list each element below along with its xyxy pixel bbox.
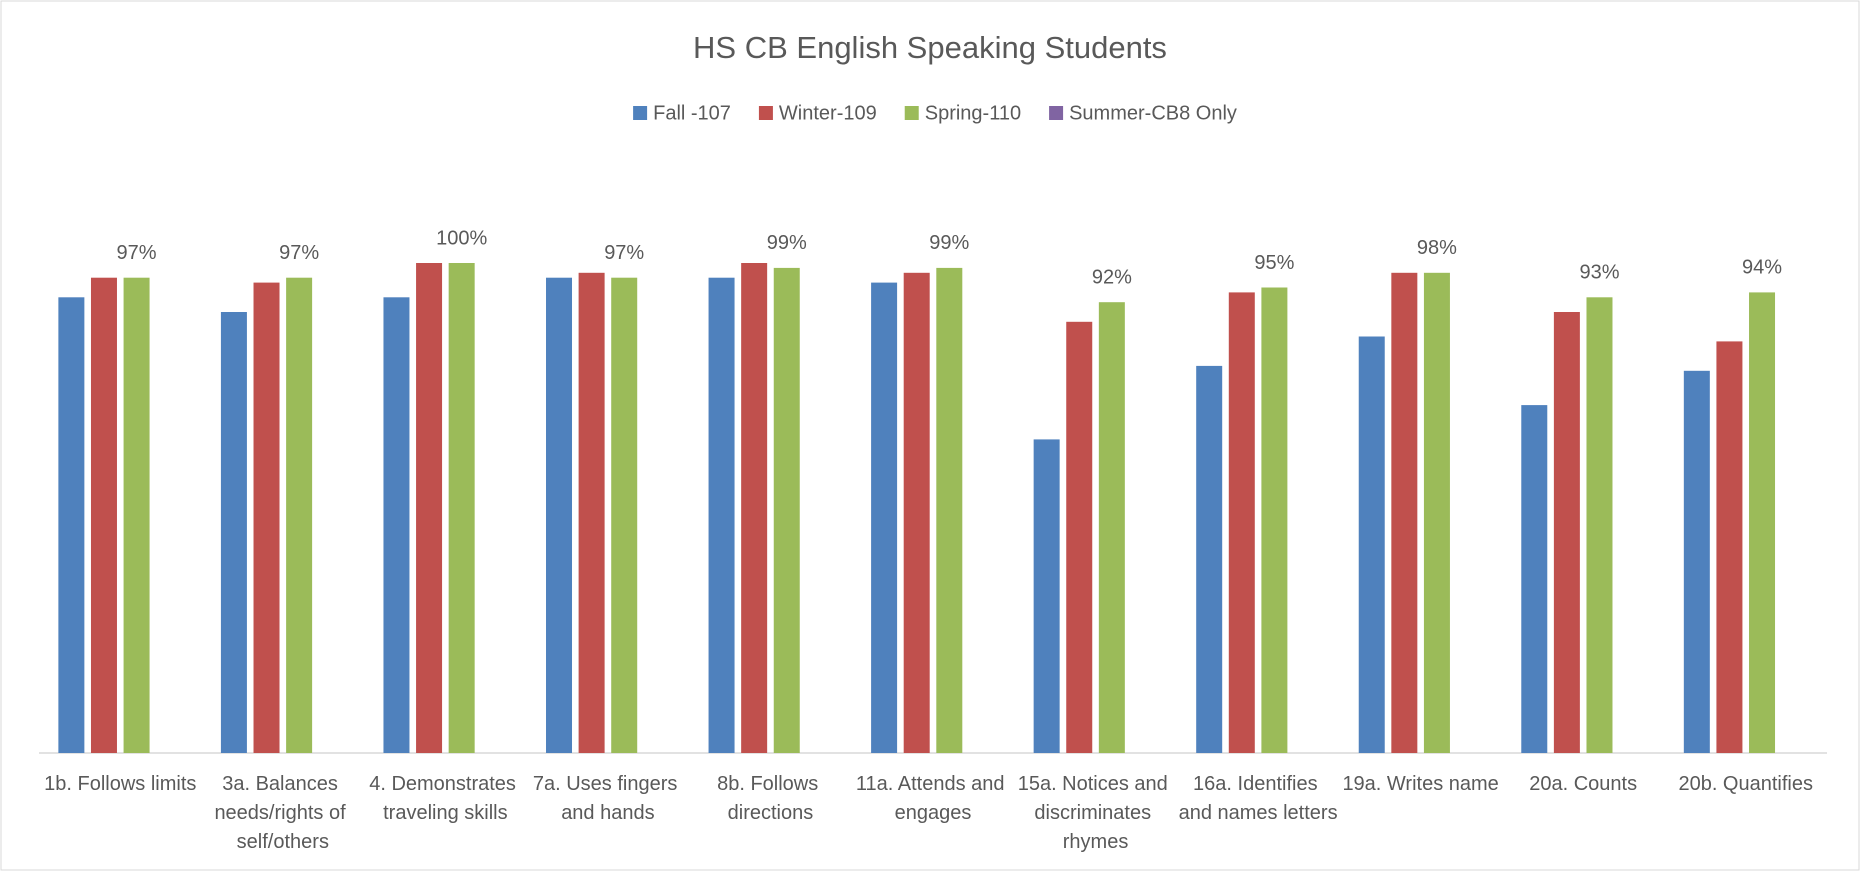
legend-swatch [1049, 106, 1064, 120]
bar [1033, 439, 1060, 753]
bar [611, 277, 638, 753]
bar [1358, 336, 1385, 753]
data-label: 93% [1579, 262, 1619, 284]
x-tick-label: 19a. Writes name [1342, 773, 1498, 795]
bar [708, 277, 735, 753]
bar [546, 277, 573, 753]
bar [383, 297, 410, 753]
bar [1391, 272, 1418, 753]
bar [1098, 302, 1125, 753]
bar [448, 263, 475, 753]
legend-label: Fall -107 [653, 102, 731, 124]
bar [1521, 405, 1548, 753]
bar [1196, 365, 1223, 753]
data-label: 97% [604, 242, 644, 264]
bar [1423, 272, 1450, 753]
legend-label: Spring-110 [925, 102, 1021, 124]
chart-title: HS CB English Speaking Students [693, 30, 1167, 65]
data-label: 99% [767, 232, 807, 254]
legend-swatch [758, 106, 773, 120]
data-label: 97% [117, 242, 157, 264]
x-tick-label: 1b. Follows limits [44, 773, 196, 795]
bar [416, 263, 443, 753]
bar [741, 263, 768, 753]
x-tick-label: 11a. Attends and engages [856, 773, 1010, 824]
bar [123, 277, 150, 753]
bar [871, 282, 898, 753]
data-label: 92% [1092, 266, 1132, 288]
legend-swatch [633, 106, 648, 120]
bar [578, 272, 605, 753]
x-tick-label: 3a. Balances needs/rights of self/others [214, 773, 351, 853]
bar [253, 282, 280, 753]
legend-label: Summer-CB8 Only [1069, 102, 1237, 124]
x-tick-label: 20a. Counts [1529, 773, 1637, 795]
legend-label: Winter-109 [779, 102, 877, 124]
bar [1716, 341, 1743, 753]
legend: Fall -107 Winter-109 Spring-110 Summer-CB8 … [633, 102, 1237, 124]
bar [1553, 312, 1580, 753]
x-tick-label: 16a. Identifies and names letters [1179, 773, 1338, 824]
bar [58, 297, 85, 753]
bar [1683, 370, 1710, 753]
bar [1228, 292, 1255, 753]
bar [220, 312, 247, 753]
bar [1261, 287, 1288, 753]
bar [1749, 292, 1776, 753]
bar [773, 267, 800, 753]
x-tick-label: 15a. Notices and discriminates rhymes [1018, 773, 1174, 853]
x-tick-label: 4. Demonstrates traveling skills [369, 773, 521, 824]
x-tick-label: 7a. Uses fingers and hands [533, 773, 683, 824]
data-label: 95% [1254, 252, 1294, 274]
legend-swatch [904, 106, 919, 120]
bar [1066, 321, 1093, 753]
data-label: 98% [1417, 237, 1457, 259]
bar [1586, 297, 1613, 753]
bar [286, 277, 313, 753]
data-label: 97% [279, 242, 319, 264]
data-label: 94% [1742, 257, 1782, 279]
bar [903, 272, 930, 753]
bar [90, 277, 117, 753]
data-label: 99% [929, 232, 969, 254]
data-label: 100% [436, 227, 487, 249]
x-tick-label: 20b. Quantifies [1678, 773, 1813, 795]
x-tick-label: 8b. Follows directions [717, 773, 824, 824]
bar [936, 267, 963, 753]
